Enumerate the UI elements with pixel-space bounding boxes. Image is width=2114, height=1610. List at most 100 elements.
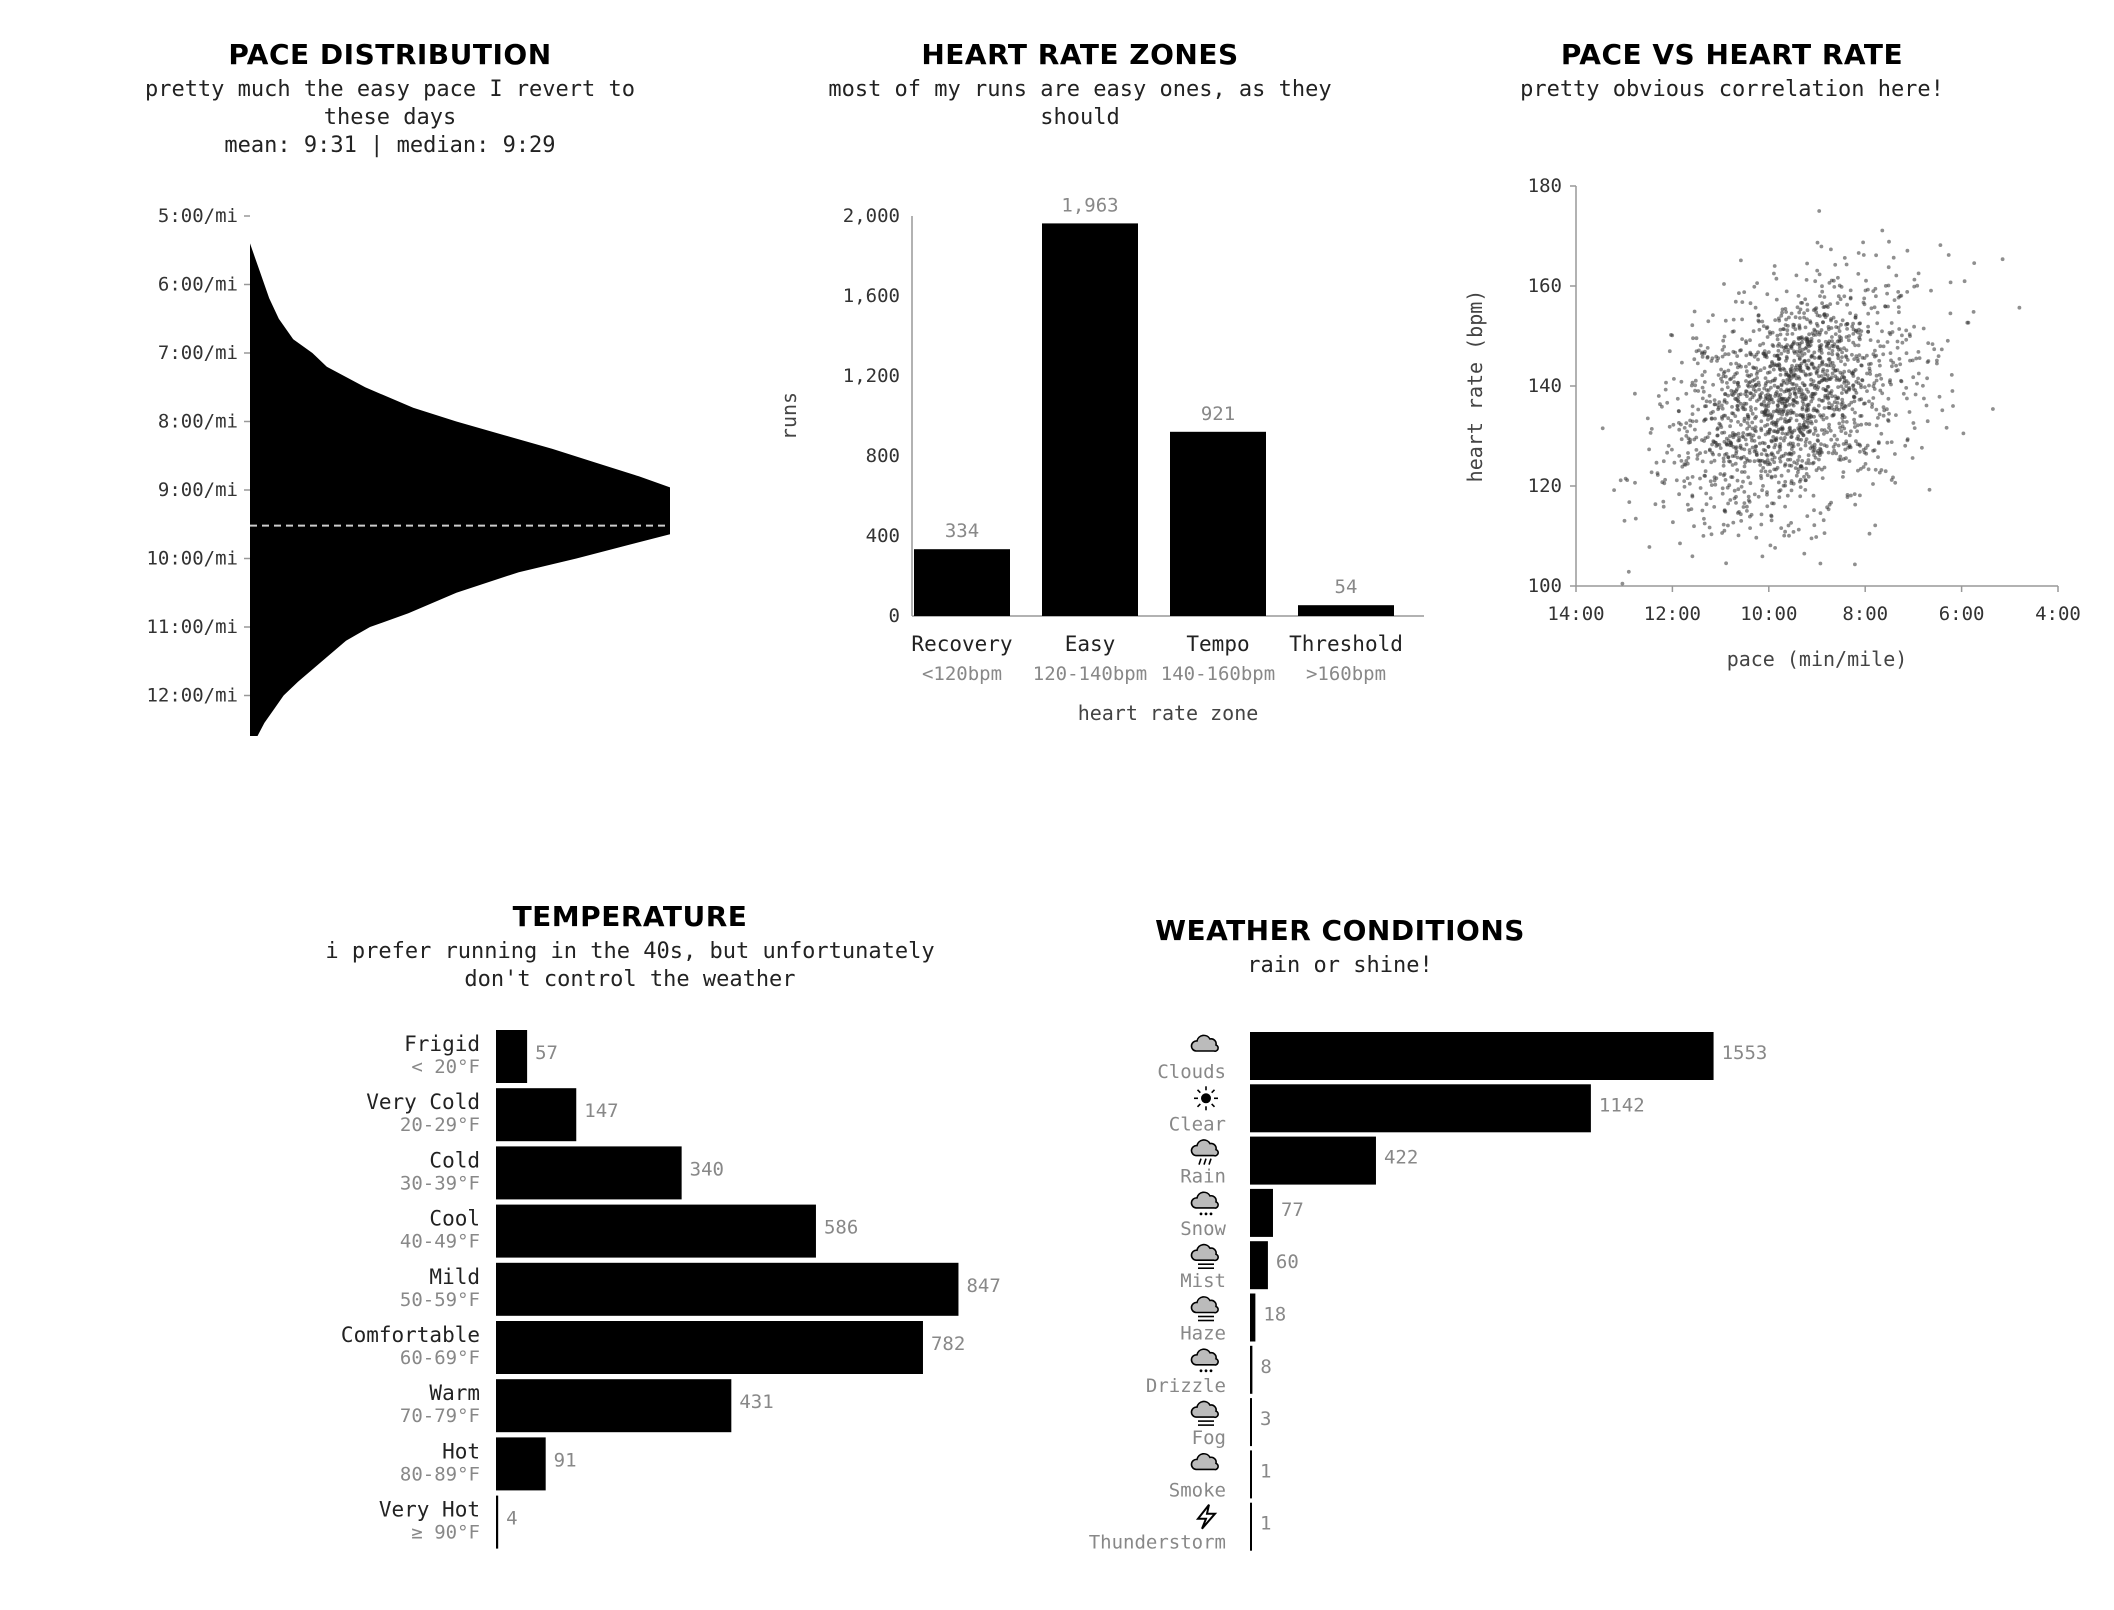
scatter-point [1796,294,1801,298]
scatter-point [1866,324,1870,329]
scatter-point [1825,368,1830,373]
scatter-point [1778,459,1783,464]
scatter-point [1814,419,1818,424]
scatter-point [1786,469,1791,473]
mist-icon [1190,1243,1219,1269]
scatter-point [1618,478,1623,483]
scatter-point [1760,554,1765,559]
scatter-point [1972,261,1977,265]
scatter-point [1764,326,1769,331]
scatter-point [1685,502,1690,507]
scatter-point [1812,327,1817,332]
scatter-title: PACE VS HEART RATE [1560,38,1904,71]
scatter-point [1797,390,1801,395]
scatter-point [1846,338,1851,343]
scatter-point [1756,313,1761,318]
scatter-point [1803,478,1808,483]
scatter-point [1797,386,1802,390]
scatter-point [1783,435,1787,440]
scatter-point [1890,364,1894,369]
hr-value-label: 921 [1201,403,1235,425]
scatter-point [1735,354,1740,358]
scatter-point [1720,348,1725,352]
scatter-point [1835,339,1840,344]
scatter-point [1776,429,1780,434]
scatter-point [1805,261,1809,266]
scatter-point [1735,398,1740,403]
scatter-point [1804,278,1809,282]
scatter-point [1794,383,1799,388]
scatter-point [1760,319,1765,324]
scatter-point [1850,407,1855,412]
scatter-point [1750,445,1755,450]
scatter-point [1742,416,1747,421]
scatter-point [1762,399,1766,404]
scatter-point [1711,382,1715,387]
scatter-point [1757,327,1762,332]
scatter-point [1844,355,1849,360]
scatter-point [1876,416,1880,420]
hr-ytick-label: 1,600 [843,285,900,307]
temp-category-sublabel: 50-59°F [400,1289,480,1311]
scatter-point [1859,329,1864,333]
scatter-point [1827,377,1832,382]
scatter-point [1752,449,1757,454]
scatter-point [1833,262,1838,267]
scatter-point [1714,444,1719,448]
scatter-point [1821,367,1826,372]
scatter-point [1789,488,1794,493]
scatter-point [1732,432,1737,437]
scatter-point [1661,504,1666,509]
scatter-point [1780,412,1784,417]
scatter-point [1864,422,1869,426]
scatter-point [1809,399,1814,404]
scatter-point [1746,475,1751,480]
scatter-point [1720,531,1724,535]
scatter-point [1736,420,1740,424]
scatter-point [1760,410,1764,415]
temp-value-label: 147 [584,1100,618,1122]
scatter-point [1871,448,1875,453]
scatter-subtitle: pretty obvious correlation here! [1520,77,1944,102]
temp-value-label: 782 [931,1333,965,1355]
hr-chart: 0 400 800 1,200 1,600 2,000 334 Recovery <120bpm… [777,194,1424,725]
scatter-point [1917,356,1922,360]
scatter-point [1823,393,1828,398]
scatter-point [1704,502,1709,507]
scatter-point [1728,424,1732,429]
scatter-point [1745,504,1749,509]
scatter-point [1851,332,1856,336]
scatter-point [1829,500,1833,505]
scatter-point [1763,432,1768,437]
scatter-point [1760,391,1764,395]
scatter-point [1763,396,1768,401]
scatter-point [1877,358,1882,363]
scatter-point [1654,460,1659,465]
scatter-point [1803,488,1808,492]
scatter-point [1873,348,1877,353]
scatter-point [1705,355,1710,360]
scatter-point [1852,395,1856,400]
scatter-point [1886,419,1891,423]
scatter-point [1794,418,1799,423]
scatter-point [1802,359,1807,364]
scatter-ytick-label: 160 [1528,275,1562,297]
scatter-point [1843,431,1848,436]
scatter-point [1802,315,1806,320]
scatter-point [1722,472,1727,476]
scatter-point [1686,451,1690,455]
scatter-point [1723,392,1727,397]
scatter-point [1815,268,1820,273]
scatter-point [1713,416,1717,421]
scatter-point [1815,324,1820,328]
scatter-point [1827,357,1832,361]
scatter-point [1852,399,1857,404]
scatter-point [1889,321,1894,325]
scatter-point [1759,452,1764,456]
scatter-point [1692,437,1697,442]
scatter-point [1774,363,1779,368]
scatter-point [1771,435,1776,439]
scatter-point [1737,291,1741,295]
scatter-point [1904,351,1909,356]
scatter-point [1690,475,1695,479]
